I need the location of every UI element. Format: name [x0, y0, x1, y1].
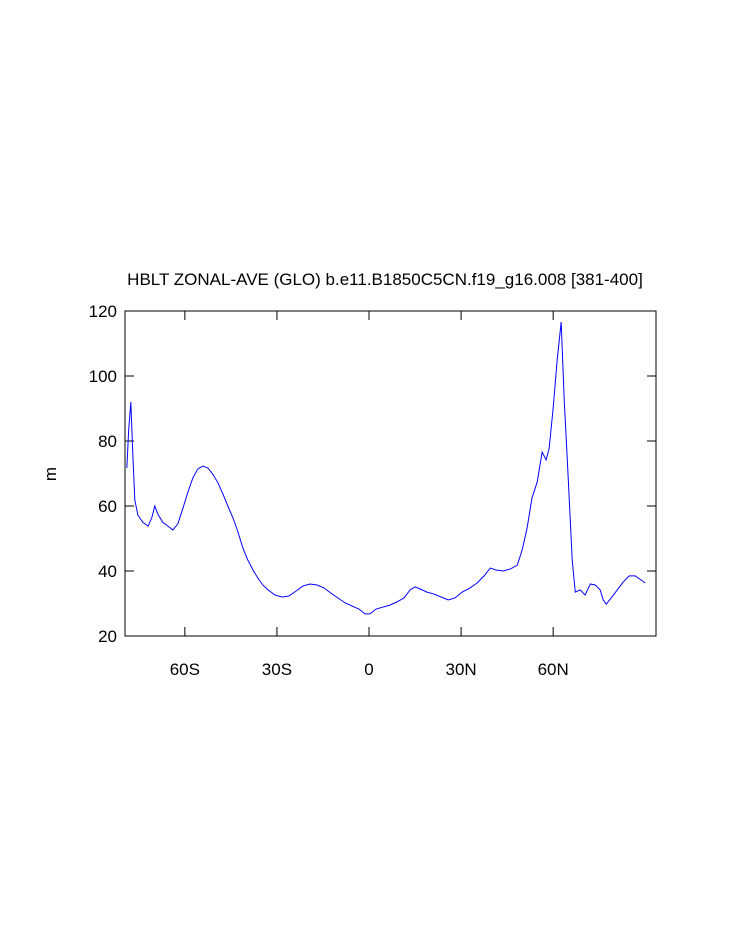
y-tick-label: 20 — [98, 627, 117, 646]
chart-title: HBLT ZONAL-AVE (GLO) b.e11.B1850C5CN.f19… — [127, 270, 643, 289]
y-tick-label: 100 — [89, 367, 117, 386]
x-tick-label: 30S — [262, 660, 292, 679]
x-tick-label: 60S — [170, 660, 200, 679]
plot-frame — [124, 310, 657, 637]
y-tick-label: 60 — [98, 497, 117, 516]
y-tick-label: 120 — [89, 302, 117, 321]
x-tick-label: 60N — [538, 660, 569, 679]
data-line — [126, 321, 646, 615]
y-axis-label: m — [41, 467, 60, 481]
y-tick-label: 80 — [98, 432, 117, 451]
x-tick-label: 30N — [446, 660, 477, 679]
x-tick-label: 0 — [364, 660, 373, 679]
y-tick-label: 40 — [98, 562, 117, 581]
